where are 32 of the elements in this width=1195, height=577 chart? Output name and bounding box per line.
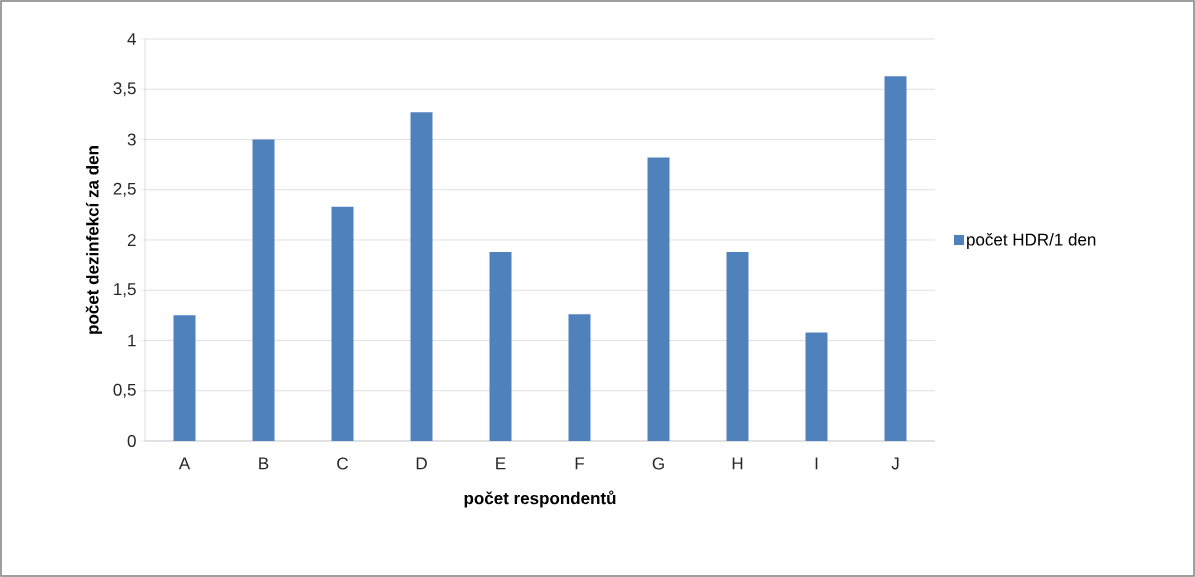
bar xyxy=(647,157,670,441)
x-tick-label: E xyxy=(496,457,506,470)
legend-label: počet HDR/1 den xyxy=(967,233,1096,249)
y-tick-label: 2,5 xyxy=(113,182,136,197)
bar xyxy=(726,252,749,441)
bar xyxy=(489,252,512,441)
y-tick-label: 0,5 xyxy=(113,383,136,398)
bar xyxy=(331,206,354,441)
x-tick-label: J xyxy=(891,457,899,470)
y-axis-title: počet dezinfekcí za den xyxy=(85,146,102,334)
x-tick-label: A xyxy=(178,457,191,470)
y-tick-label: 1 xyxy=(128,334,136,347)
bar xyxy=(568,314,591,441)
x-tick-label: B xyxy=(259,457,269,470)
bar xyxy=(884,76,907,441)
x-tick-label: H xyxy=(732,457,743,470)
x-tick-label: F xyxy=(575,457,585,470)
bar xyxy=(410,112,433,441)
bar xyxy=(805,332,828,441)
x-axis-title: počet respondentů xyxy=(464,490,616,508)
y-tick-label: 2 xyxy=(127,234,136,246)
y-tick-label: 3,5 xyxy=(113,82,136,97)
y-tick-label: 0 xyxy=(127,434,136,448)
x-tick-label: G xyxy=(652,457,664,470)
x-tick-label: I xyxy=(815,457,818,470)
x-tick-label: C xyxy=(337,457,348,470)
bar xyxy=(252,139,275,441)
y-tick-label: 1,5 xyxy=(114,283,136,298)
bar xyxy=(173,315,196,441)
x-tick-label: D xyxy=(416,457,427,470)
y-tick-label: 4 xyxy=(127,33,136,45)
y-tick-label: 3 xyxy=(127,133,136,146)
